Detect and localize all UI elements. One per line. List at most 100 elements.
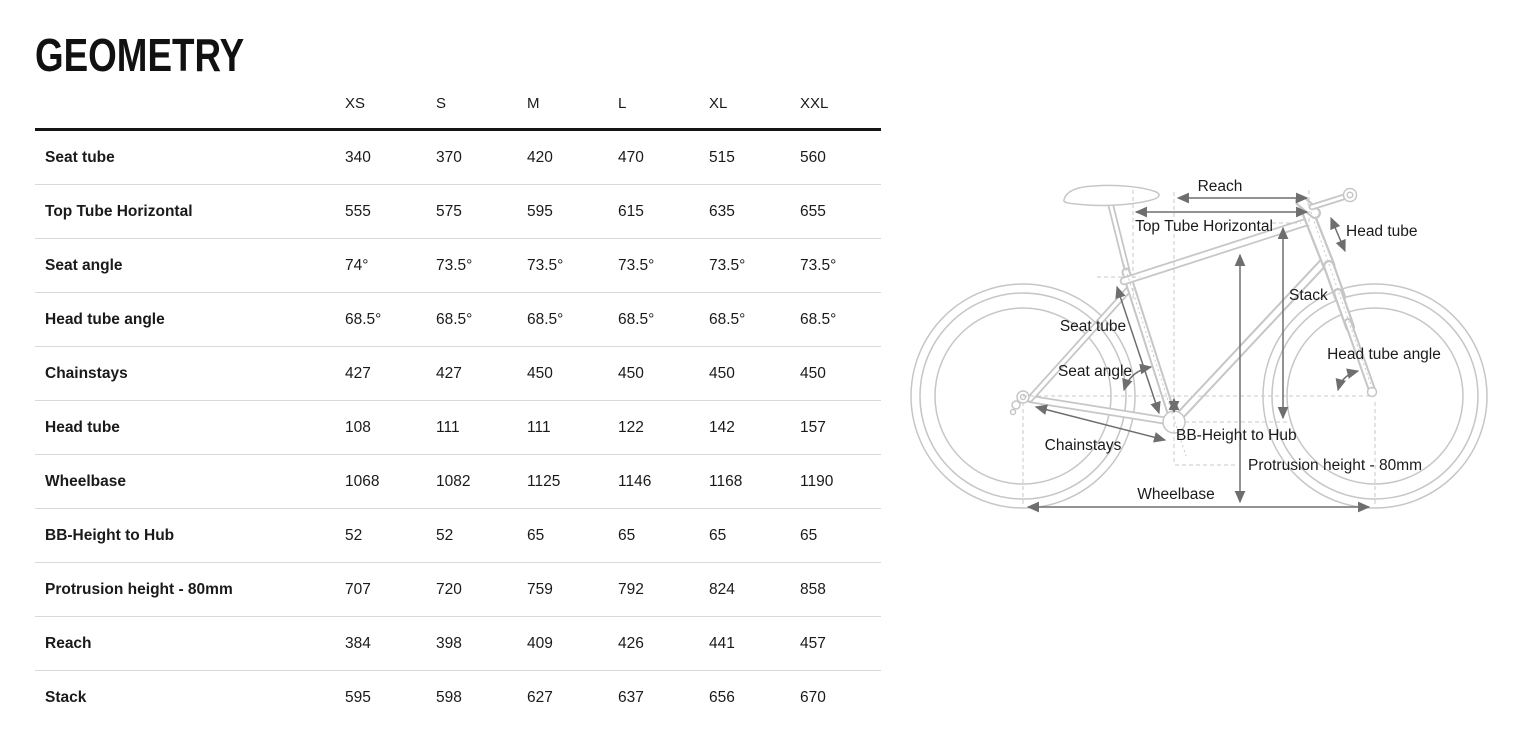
table-row: Head tube angle 68.5° 68.5° 68.5° 68.5° 68.5°… (35, 292, 881, 347)
geometry-value: 635 (699, 184, 790, 239)
geometry-value: 560 (790, 129, 881, 185)
geometry-value: 1125 (517, 454, 608, 509)
table-row: Top Tube Horizontal 555 575 595 615 635 655 (35, 184, 881, 239)
geometry-value: 398 (426, 616, 517, 671)
geometry-value: 370 (426, 129, 517, 185)
bike-geometry-diagram: Reach Top Tube Horizontal Head tube Stac… (910, 178, 1488, 513)
geometry-table: XS S M L XL XXL Seat tube 340 370 420 470 515… (35, 85, 881, 724)
chainstays-arrow (1034, 404, 1167, 443)
geometry-value: 450 (517, 346, 608, 401)
table-row: Chainstays 427 427 450 450 450 450 (35, 346, 881, 401)
diagram-label-protrusion-height: Protrusion height - 80mm (1248, 457, 1422, 474)
geometry-value: 720 (426, 562, 517, 617)
seat-angle-arc (1122, 363, 1153, 392)
geometry-value: 1068 (335, 454, 426, 509)
geometry-value: 627 (527, 688, 553, 706)
geometry-value: 68.5° (699, 292, 790, 347)
dimension-arrows (1026, 192, 1371, 513)
geometry-value: 575 (426, 184, 517, 239)
geometry-value: 450 (608, 346, 699, 401)
geometry-value: 73.5° (426, 238, 517, 293)
row-label: Stack (45, 688, 87, 706)
handlebar-grip-ring (1342, 187, 1358, 203)
row-label: Head tube angle (35, 292, 335, 347)
col-header-l: L (608, 85, 699, 131)
table-row: Seat tube 340 370 420 470 515 560 (35, 129, 881, 185)
head-tube-angle-arc (1335, 368, 1360, 392)
geometry-value: 65 (608, 508, 699, 563)
geometry-value: 68.5° (335, 292, 426, 347)
geometry-value: 1146 (608, 454, 699, 509)
geometry-value: 595 (517, 184, 608, 239)
rear-hub (1009, 390, 1030, 416)
geometry-value: 655 (790, 184, 881, 239)
diagram-labels: Reach Top Tube Horizontal Head tube Stac… (1045, 178, 1441, 503)
geometry-value: 515 (699, 129, 790, 185)
table-header-row: XS S M L XL XXL (35, 85, 881, 131)
geometry-value: 52 (335, 508, 426, 563)
col-header-m: M (517, 85, 608, 131)
table-row: Reach 384 398 409 426 441 457 (35, 616, 881, 671)
table-row: Head tube 108 111 111 122 142 157 (35, 400, 881, 455)
col-header-xs: XS (335, 85, 426, 131)
geometry-value: 426 (608, 616, 699, 671)
section-title: GEOMETRY (35, 29, 245, 81)
col-header-xxl: XXL (790, 85, 881, 131)
geometry-value: 52 (426, 508, 517, 563)
geometry-value: 707 (335, 562, 426, 617)
geometry-value: 595 (345, 688, 371, 706)
geometry-value: 792 (608, 562, 699, 617)
geometry-value: 450 (699, 346, 790, 401)
diagram-label-head-tube: Head tube (1346, 223, 1418, 240)
geometry-value: 73.5° (608, 238, 699, 293)
geometry-value: 74° (335, 238, 426, 293)
table-row: Seat angle 74° 73.5° 73.5° 73.5° 73.5° 73.5° (35, 238, 881, 293)
row-label: Head tube (35, 400, 335, 455)
geometry-value: 656 (709, 688, 735, 706)
table-row: Stack 595 598 627 637 656 670 (35, 671, 881, 725)
diagram-label-top-tube-horizontal: Top Tube Horizontal (1135, 218, 1273, 235)
row-label: Wheelbase (35, 454, 335, 509)
geometry-value: 615 (608, 184, 699, 239)
geometry-value: 122 (608, 400, 699, 455)
geometry-value: 65 (699, 508, 790, 563)
geometry-value: 470 (608, 129, 699, 185)
geometry-value: 670 (800, 688, 826, 706)
diagram-label-stack: Stack (1289, 287, 1328, 304)
diagram-label-head-tube-angle: Head tube angle (1327, 346, 1441, 363)
header-spacer (35, 85, 335, 131)
row-label: Seat tube (35, 129, 335, 185)
row-label: Protrusion height - 80mm (35, 562, 335, 617)
geometry-value: 1082 (426, 454, 517, 509)
row-label: Top Tube Horizontal (35, 184, 335, 239)
col-header-s: S (426, 85, 517, 131)
geometry-value: 73.5° (790, 238, 881, 293)
geometry-value: 384 (335, 616, 426, 671)
geometry-value: 1190 (790, 454, 881, 509)
geometry-value: 427 (426, 346, 517, 401)
geometry-value: 441 (699, 616, 790, 671)
geometry-value: 157 (790, 400, 881, 455)
geometry-value: 450 (790, 346, 881, 401)
diagram-label-bb-height-to-hub: BB-Height to Hub (1176, 427, 1297, 444)
geometry-value: 73.5° (699, 238, 790, 293)
geometry-value: 409 (517, 616, 608, 671)
geometry-value: 759 (517, 562, 608, 617)
geometry-value: 65 (790, 508, 881, 563)
geometry-value: 858 (790, 562, 881, 617)
geometry-value: 65 (517, 508, 608, 563)
diagram-label-chainstays: Chainstays (1045, 437, 1122, 454)
seat-tube-arrow (1115, 285, 1161, 415)
diagram-label-seat-tube: Seat tube (1060, 318, 1126, 335)
geometry-value: 111 (426, 400, 517, 455)
table-row: BB-Height to Hub 52 52 65 65 65 65 (35, 508, 881, 563)
geometry-value: 637 (618, 688, 644, 706)
geometry-value: 68.5° (517, 292, 608, 347)
col-header-xl: XL (699, 85, 790, 131)
geometry-value: 73.5° (517, 238, 608, 293)
geometry-value: 68.5° (790, 292, 881, 347)
geometry-value: 420 (517, 129, 608, 185)
saddle (1063, 184, 1160, 207)
diagram-label-seat-angle: Seat angle (1058, 363, 1132, 380)
